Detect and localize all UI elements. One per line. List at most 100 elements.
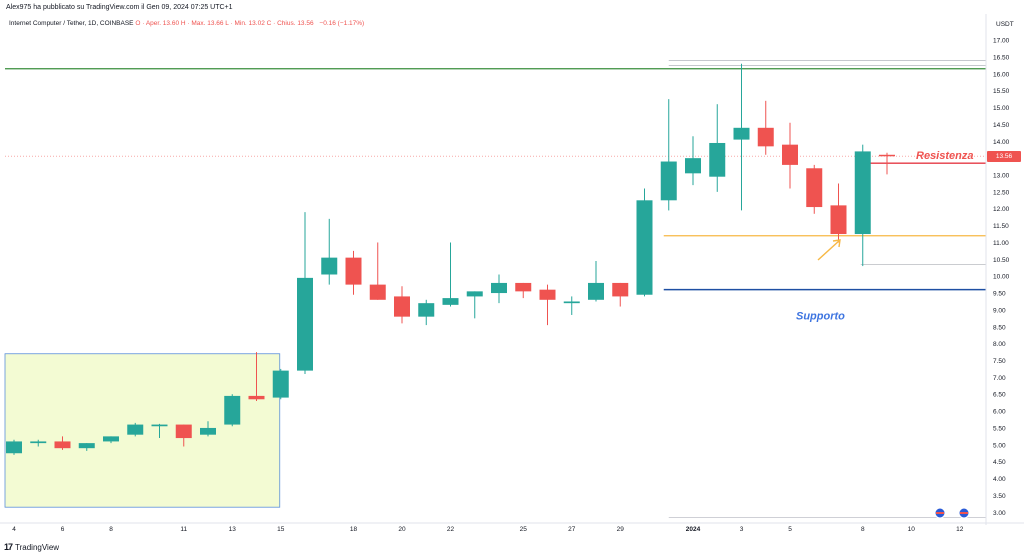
time-tick-label: 20 (398, 526, 406, 533)
candle (321, 218, 338, 285)
candle (636, 188, 653, 297)
candle-body (442, 298, 459, 305)
candle (515, 282, 532, 299)
time-axis: 4 6 8 11 13 15 18 20 22 25 27 29 2024 3 5 8 10 12 (0, 522, 1024, 533)
candle-body (297, 277, 313, 371)
candle (685, 136, 701, 186)
time-tick-label: 2024 (686, 526, 701, 533)
candle-body (127, 424, 144, 435)
candle-body (321, 257, 338, 275)
candle-body (515, 282, 532, 292)
candle-body (709, 142, 726, 177)
price-tick-label: 9.50 (993, 291, 1006, 298)
candle-body (394, 296, 410, 317)
candle-body (539, 289, 556, 300)
price-tick-label: 17.00 (993, 38, 1010, 45)
candle (466, 291, 483, 319)
price-tick-label: 6.00 (993, 409, 1006, 416)
candle-body (175, 424, 192, 439)
price-tick-label: 14.50 (993, 122, 1010, 129)
candle (733, 63, 750, 211)
tradingview-logo-icon: 17 (4, 542, 13, 552)
price-tick-label: 15.00 (993, 105, 1010, 112)
price-tick-label: 11.50 (993, 223, 1009, 230)
price-tick-label: 3.00 (993, 510, 1006, 517)
candle (6, 439, 22, 455)
flag-icon (936, 512, 944, 514)
candle-body (733, 127, 750, 140)
candle (660, 99, 677, 211)
candle (394, 286, 410, 324)
time-tick-label: 22 (447, 526, 455, 533)
candle-body (248, 395, 265, 400)
ohlc-values: O · Aper. 13.60 H · Max. 13.66 L · Min. … (135, 20, 314, 27)
price-tick-label: 10.50 (993, 257, 1010, 264)
candle-body (54, 441, 71, 449)
price-tick-label: 10.00 (993, 274, 1010, 281)
time-tick-label: 10 (908, 526, 916, 533)
candle (879, 152, 895, 175)
candle (563, 296, 580, 315)
price-tick-label: 7.50 (993, 358, 1006, 365)
price-tick-label: 3.50 (993, 493, 1006, 500)
candle (369, 242, 386, 300)
candle (806, 164, 823, 214)
candle (297, 212, 313, 374)
candle (539, 284, 556, 326)
candle (30, 439, 47, 447)
candle-body (854, 151, 871, 235)
price-tick-label: 9.00 (993, 307, 1006, 314)
time-tick-label: 18 (350, 526, 358, 533)
candle (175, 424, 192, 447)
time-tick-label: 8 (861, 526, 865, 533)
price-tick-label: 6.50 (993, 392, 1006, 399)
price-tick-label: 11.00 (993, 240, 1009, 247)
price-tick-label: 8.50 (993, 324, 1006, 331)
price-tick-label: 12.50 (993, 189, 1010, 196)
candle (418, 299, 435, 326)
time-tick-label: 11 (180, 526, 187, 533)
publish-header: Alex975 ha pubblicato su TradingView.com… (6, 4, 233, 11)
candle (612, 282, 629, 307)
time-tick-label: 25 (520, 526, 528, 533)
candle-body (660, 161, 677, 201)
resistance-label: Resistenza (916, 150, 973, 162)
time-tick-label: 5 (788, 526, 792, 533)
price-axis: 3.00 3.50 4.00 4.50 5.00 5.50 6.00 6.50 7.00 7.50… (985, 14, 1010, 525)
candle-body (418, 303, 435, 317)
candle-body (78, 443, 95, 449)
candles (6, 63, 895, 455)
candle-body (272, 370, 289, 398)
candle (588, 261, 604, 302)
price-tick-label: 7.00 (993, 375, 1006, 382)
price-tick-label: 4.00 (993, 476, 1006, 483)
symbol-name: Internet Computer / Tether, 1D, COINBASE (9, 20, 134, 27)
price-tick-label: 16.00 (993, 71, 1010, 78)
annotations: Resistenza Supporto (796, 150, 973, 519)
candle (200, 421, 216, 437)
candle-body (345, 257, 362, 285)
time-tick-label: 3 (740, 526, 744, 533)
time-tick-label: 8 (109, 526, 113, 533)
candle (248, 352, 265, 401)
candle-body (757, 127, 774, 147)
candle (127, 422, 144, 437)
price-tick-label: 8.00 (993, 341, 1006, 348)
candle-body (879, 154, 895, 157)
candle-body (830, 205, 847, 235)
time-tick-label: 15 (277, 526, 285, 533)
currency-label: USDT (996, 21, 1014, 28)
flag-icon (960, 512, 968, 514)
candle-body (369, 284, 386, 300)
price-tick-label: 14.00 (993, 139, 1010, 146)
time-tick-label: 27 (568, 526, 576, 533)
highlight-box (4, 353, 281, 508)
time-tick-label: 29 (617, 526, 625, 533)
candle (54, 436, 71, 450)
brand-name: TradingView (15, 542, 60, 552)
candle (709, 104, 726, 192)
price-tick-label: 4.50 (993, 459, 1006, 466)
candle-body (103, 436, 119, 442)
